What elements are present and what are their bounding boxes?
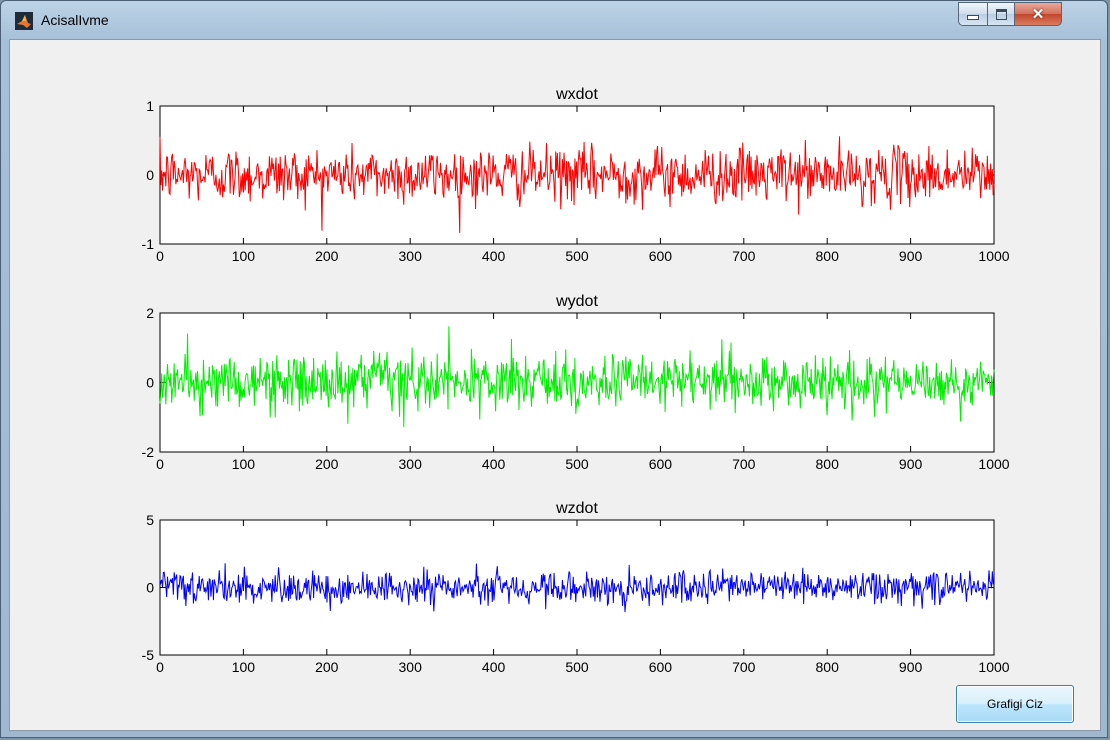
- y-tick-label: -2: [142, 444, 155, 460]
- x-tick-label: 0: [156, 659, 164, 675]
- x-tick-label: 200: [315, 456, 339, 472]
- y-tick-label: 0: [146, 375, 154, 391]
- x-tick-label: 300: [399, 248, 423, 264]
- y-tick-label: 5: [146, 512, 154, 528]
- matlab-icon: [15, 12, 33, 30]
- x-tick-label: 200: [315, 659, 339, 675]
- close-button[interactable]: ✕: [1014, 2, 1062, 26]
- x-tick-label: 400: [482, 248, 506, 264]
- series-line-wxdot: [159, 136, 995, 233]
- x-tick-label: 1000: [978, 248, 1009, 264]
- chart-title: wzdot: [555, 500, 598, 517]
- x-tick-label: 600: [649, 659, 673, 675]
- x-tick-label: 500: [565, 456, 589, 472]
- x-tick-label: 500: [565, 659, 589, 675]
- y-tick-label: -5: [142, 647, 155, 663]
- x-tick-label: 700: [732, 456, 756, 472]
- x-tick-label: 500: [565, 248, 589, 264]
- x-tick-label: 400: [482, 456, 506, 472]
- y-tick-label: -1: [142, 236, 155, 252]
- y-tick-label: 2: [146, 305, 154, 321]
- x-tick-label: 900: [899, 456, 923, 472]
- x-tick-label: 700: [732, 248, 756, 264]
- title-bar[interactable]: AcisalIvme ✕: [1, 1, 1107, 37]
- series-line-wydot: [159, 326, 995, 428]
- x-tick-label: 900: [899, 248, 923, 264]
- chart-title: wxdot: [555, 86, 598, 103]
- x-tick-label: 1000: [978, 659, 1009, 675]
- x-tick-label: 600: [649, 248, 673, 264]
- x-tick-label: 0: [156, 248, 164, 264]
- series-line-wzdot: [159, 563, 995, 613]
- window-title: AcisalIvme: [41, 12, 109, 28]
- y-tick-label: 0: [146, 580, 154, 596]
- x-tick-label: 700: [732, 659, 756, 675]
- maximize-icon: [995, 8, 1007, 20]
- x-tick-label: 100: [232, 456, 256, 472]
- x-tick-label: 200: [315, 248, 339, 264]
- chart-title: wydot: [555, 293, 598, 310]
- x-tick-label: 800: [816, 456, 840, 472]
- x-tick-label: 100: [232, 659, 256, 675]
- x-tick-label: 1000: [978, 456, 1009, 472]
- x-tick-label: 100: [232, 248, 256, 264]
- x-tick-label: 800: [816, 248, 840, 264]
- maximize-button[interactable]: [987, 2, 1015, 26]
- grafigi-ciz-button[interactable]: Grafigi Ciz: [956, 685, 1074, 723]
- x-tick-label: 800: [816, 659, 840, 675]
- y-tick-label: 0: [146, 167, 154, 183]
- x-tick-label: 0: [156, 456, 164, 472]
- x-tick-label: 300: [399, 659, 423, 675]
- x-tick-label: 600: [649, 456, 673, 472]
- minimize-button[interactable]: [958, 2, 988, 26]
- x-tick-label: 400: [482, 659, 506, 675]
- close-icon: ✕: [1031, 5, 1045, 23]
- y-tick-label: 1: [146, 98, 154, 114]
- x-tick-label: 900: [899, 659, 923, 675]
- x-tick-label: 300: [399, 456, 423, 472]
- figure-area: wxdot 0 100 200 300 400 500 600 700 800 900 1000 -1 0…: [9, 39, 1101, 731]
- minimize-icon: [967, 14, 979, 20]
